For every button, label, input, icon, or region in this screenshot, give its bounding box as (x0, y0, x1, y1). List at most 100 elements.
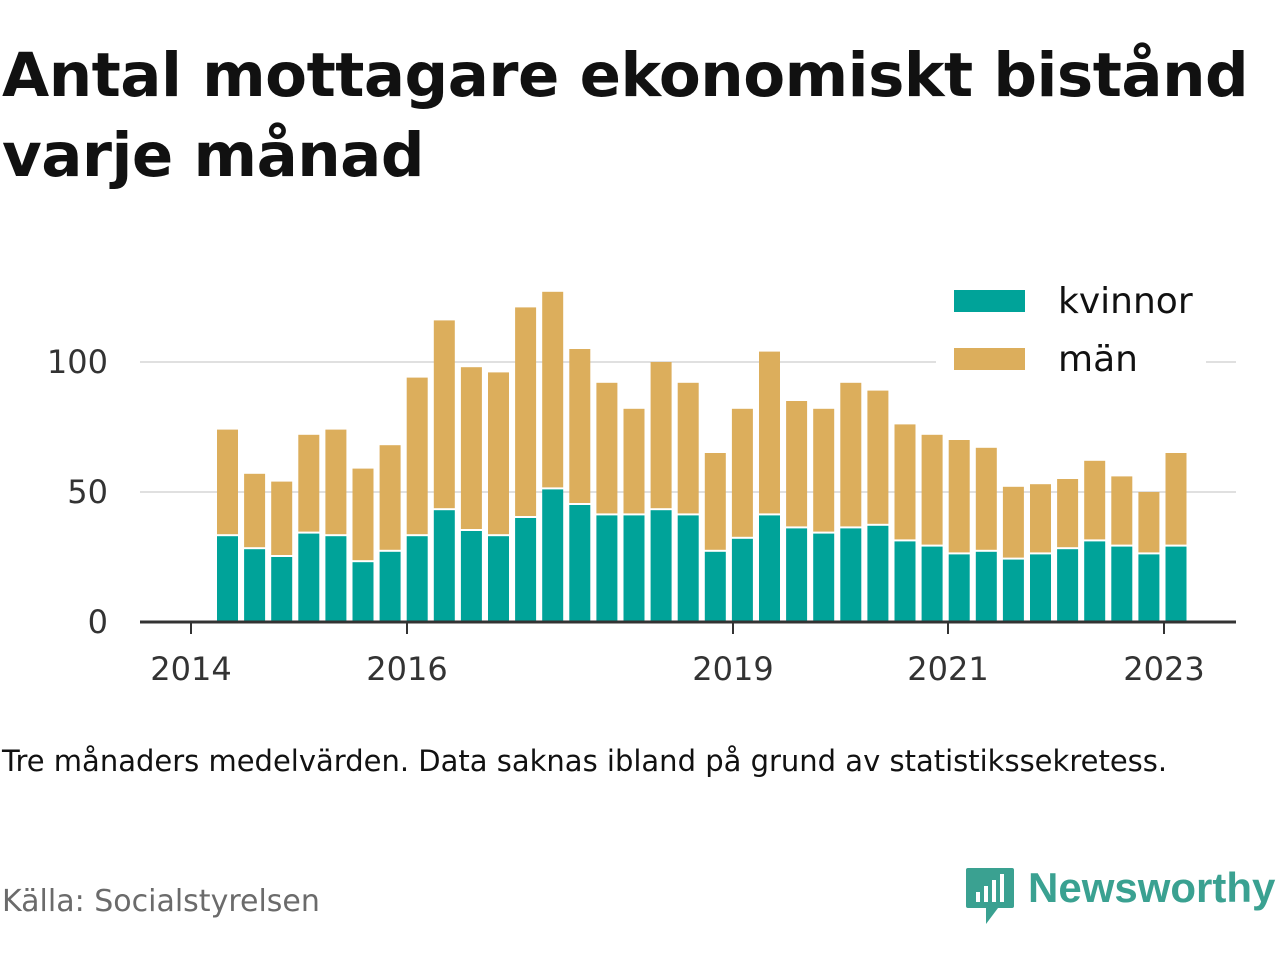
bar-stack (786, 401, 808, 622)
bar-man (515, 307, 537, 516)
bar-stack (704, 453, 726, 622)
bar-man (840, 382, 862, 527)
bar-man (460, 367, 482, 529)
bar-kvinnor (217, 536, 238, 622)
bar-stack (569, 349, 591, 622)
bar-stack (894, 424, 916, 622)
bar-stack (596, 382, 618, 622)
y-tick-label: 0 (88, 603, 108, 641)
bar-man (975, 447, 997, 550)
bar-man (731, 408, 753, 537)
bar-stack (325, 429, 347, 622)
bar-man (948, 440, 970, 553)
bar-kvinnor (867, 525, 889, 622)
x-tick-label: 2016 (366, 650, 447, 688)
y-tick-label: 100 (47, 343, 108, 381)
source-text: Källa: Socialstyrelsen (2, 884, 320, 919)
bar-kvinnor (596, 515, 618, 622)
bar-stack (271, 481, 293, 622)
bar-man (379, 445, 401, 550)
bar-kvinnor (298, 533, 320, 622)
bar-man (894, 424, 916, 540)
x-tick-label: 2014 (150, 650, 231, 688)
y-axis-ticks: 0 50 100 (47, 343, 108, 641)
bar-kvinnor (1111, 546, 1133, 622)
bar-kvinnor (1138, 554, 1160, 622)
x-tick-label: 2019 (692, 650, 773, 688)
bar-kvinnor (921, 546, 943, 622)
bar-stack (867, 390, 889, 622)
bar-kvinnor (1057, 549, 1079, 622)
bar-man (352, 468, 374, 561)
bar-man (1165, 453, 1187, 545)
bar-man (786, 401, 808, 527)
bar-stack (1084, 460, 1106, 622)
bar-kvinnor (325, 536, 347, 622)
bar-man (1084, 460, 1106, 540)
stacked-bar-chart: 0 50 100 2014 2016 2019 2021 2023 kvinnor män (47, 281, 1236, 688)
bar-stack (975, 447, 997, 622)
bar-man (244, 473, 266, 548)
bar-stack (217, 429, 238, 622)
bar-kvinnor (1002, 559, 1024, 622)
chart-title: Antal mottagare ekonomiskt bistånd varje… (2, 40, 1249, 191)
legend-swatch (954, 348, 1025, 370)
bar-kvinnor (1084, 541, 1106, 622)
bar-kvinnor (515, 518, 537, 622)
legend-label: män (1058, 339, 1138, 380)
bar-kvinnor (975, 551, 997, 622)
bar-man (542, 291, 564, 488)
bar-kvinnor (488, 536, 509, 622)
bar-kvinnor (1030, 554, 1051, 622)
bar-kvinnor (433, 510, 455, 622)
x-tick-label: 2021 (907, 650, 988, 688)
bar-kvinnor (704, 551, 726, 622)
bar-man (704, 453, 726, 550)
bar-stack (1002, 486, 1024, 622)
bar-kvinnor (406, 536, 428, 622)
bar-man (1057, 479, 1079, 548)
bar-stack (352, 468, 374, 622)
x-tick-label: 2023 (1123, 650, 1204, 688)
bar-stack (1111, 476, 1133, 622)
bar-stack (244, 473, 266, 622)
bar-kvinnor (271, 557, 293, 622)
bar-man (1111, 476, 1133, 545)
bar-kvinnor (244, 549, 266, 622)
bar-man (1138, 492, 1160, 553)
chart-note: Tre månaders medelvärden. Data saknas ib… (2, 744, 1168, 778)
bar-man (596, 382, 618, 514)
bar-kvinnor (542, 489, 564, 622)
bar-stack (460, 367, 482, 622)
bar-man (867, 390, 889, 524)
bar-man (1030, 484, 1051, 553)
bar-stack (515, 307, 537, 622)
bar-man (1002, 486, 1024, 558)
bar-stack (488, 372, 509, 622)
newsworthy-chat-bar-icon (966, 868, 1014, 924)
bar-man (677, 382, 699, 514)
bar-stack (298, 434, 320, 622)
bar-stack (759, 351, 780, 622)
bar-kvinnor (379, 551, 401, 622)
bar-kvinnor (894, 541, 916, 622)
bar-kvinnor (569, 505, 591, 622)
bar-man (271, 481, 293, 555)
bar-man (623, 408, 645, 514)
bar-stack (731, 408, 753, 622)
bar-kvinnor (1165, 546, 1187, 622)
newsworthy-logo: Newsworthy (964, 866, 1275, 926)
bar-kvinnor (731, 538, 753, 622)
bar-kvinnor (786, 528, 808, 622)
bar-kvinnor (840, 528, 862, 622)
x-axis: 2014 2016 2019 2021 2023 (140, 620, 1236, 688)
bar-stack (650, 362, 672, 622)
bar-stack (948, 440, 970, 622)
bar-stack (677, 382, 699, 622)
bar-man (759, 351, 780, 514)
bar-stack (623, 408, 645, 622)
bar-stack (1138, 492, 1160, 622)
bar-man (921, 434, 943, 545)
y-tick-label: 50 (67, 473, 108, 511)
bar-man (488, 372, 509, 535)
